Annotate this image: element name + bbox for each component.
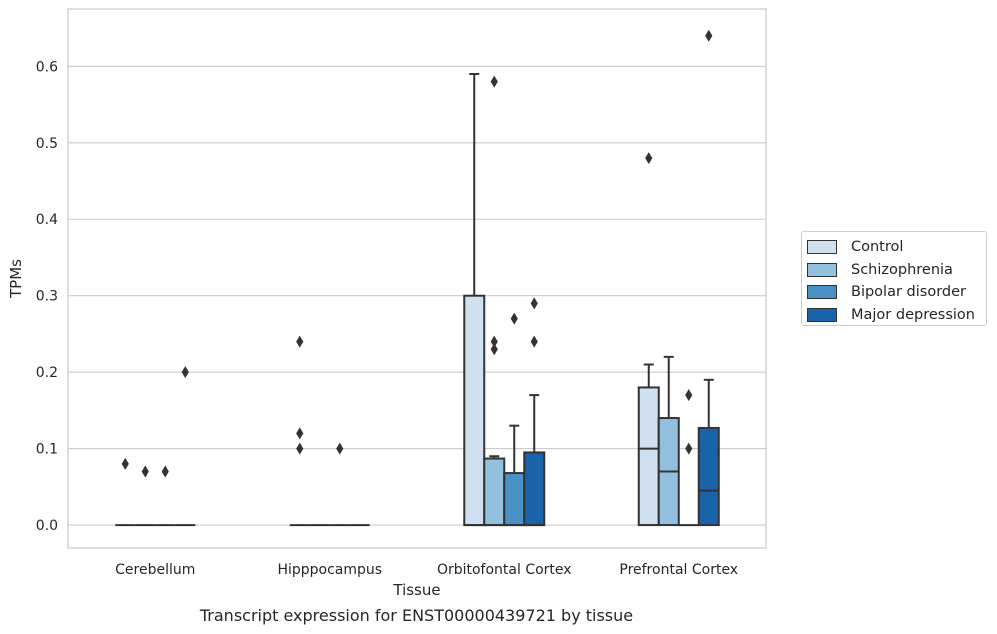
y-tick-label: 0.5 — [36, 136, 58, 152]
legend-label: Major depression — [851, 306, 975, 323]
y-tick-label: 0.0 — [36, 518, 58, 534]
figure-caption: Transcript expression for ENST0000043972… — [199, 606, 634, 625]
legend-item: Major depression — [807, 304, 986, 327]
y-tick-label: 0.1 — [36, 442, 58, 458]
box — [503, 472, 526, 527]
outlier-point — [181, 366, 189, 379]
x-tick-label: Prefrontal Cortex — [619, 562, 738, 578]
legend-label: Control — [851, 239, 904, 256]
box-group — [463, 72, 486, 527]
box-marks — [115, 29, 720, 527]
legend: Control Schizophrenia Bipolar disorder Majo… — [801, 231, 987, 326]
box — [523, 451, 546, 527]
box-group — [155, 465, 176, 527]
box-group — [678, 389, 699, 527]
box — [463, 294, 486, 527]
box-group — [503, 312, 526, 527]
box-group — [697, 29, 720, 527]
legend-item: Control — [807, 236, 986, 259]
outlier-point — [296, 335, 304, 348]
legend-label: Schizophrenia — [851, 261, 953, 278]
legend-swatch — [807, 307, 837, 322]
y-tick-label: 0.2 — [36, 365, 58, 381]
x-tick-label: Cerebellum — [115, 562, 195, 578]
outlier-point — [296, 442, 304, 455]
outlier-point — [336, 442, 344, 455]
box — [483, 457, 506, 527]
outlier-point — [490, 343, 498, 356]
y-tick-label: 0.6 — [36, 59, 58, 75]
outlier-point — [705, 29, 713, 42]
outlier-point — [530, 297, 538, 310]
box-group — [115, 457, 136, 527]
box — [697, 426, 720, 527]
box — [637, 386, 660, 527]
box-group — [637, 152, 660, 527]
outlier-point — [121, 457, 129, 470]
outlier-point — [490, 335, 498, 348]
outlier-point — [490, 75, 498, 88]
box-group — [329, 442, 350, 527]
x-tick-label: Hipppocampus — [277, 562, 382, 578]
x-tick-label: Orbitofontal Cortex — [437, 562, 572, 578]
outlier-point — [161, 465, 169, 478]
outlier-point — [141, 465, 149, 478]
legend-swatch — [807, 262, 837, 277]
y-tick-labels: 0.0 0.1 0.2 0.3 0.4 0.5 0.6 — [36, 59, 58, 534]
y-axis-label: TPMs — [7, 259, 25, 299]
plot-frame — [67, 8, 767, 549]
outlier-point — [530, 335, 538, 348]
x-axis-label: Tissue — [392, 581, 440, 599]
box-group — [523, 297, 546, 527]
box-group — [175, 366, 196, 527]
outlier-point — [296, 427, 304, 440]
outlier-point — [685, 442, 693, 455]
outlier-point — [510, 312, 518, 325]
outlier-point — [685, 389, 693, 402]
legend-swatch — [807, 240, 837, 255]
legend-label: Bipolar disorder — [851, 284, 966, 301]
legend-swatch — [807, 285, 837, 300]
legend-item: Schizophrenia — [807, 259, 986, 282]
x-tick-labels: Cerebellum Hipppocampus Orbitofontal Corte… — [115, 562, 738, 578]
box-group — [289, 335, 310, 527]
legend-item: Bipolar disorder — [807, 281, 986, 304]
y-tick-label: 0.4 — [36, 212, 58, 228]
box-group — [657, 355, 680, 527]
y-tick-label: 0.3 — [36, 289, 58, 305]
box-group — [135, 465, 156, 527]
outlier-point — [645, 152, 653, 165]
